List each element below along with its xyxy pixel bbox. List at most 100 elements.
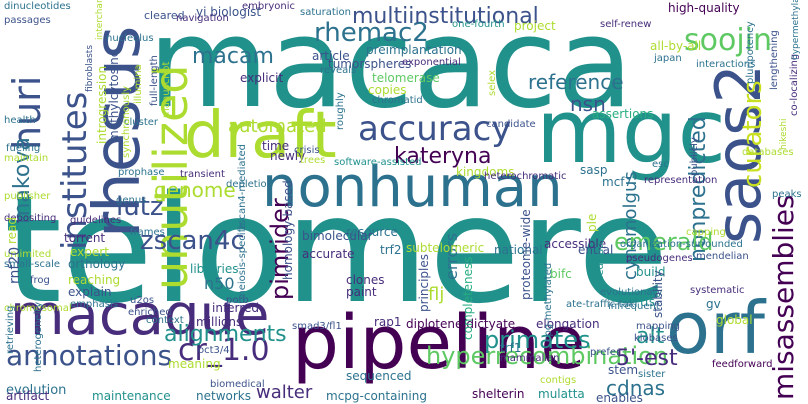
word-nucleolus: nucleolus — [106, 33, 154, 44]
word-preimplantation: preimplantation — [366, 43, 462, 57]
word-trf2: trf2 — [380, 243, 402, 257]
word-dedicated: dedicated — [595, 232, 606, 282]
word-crisis: crisis — [294, 145, 320, 156]
word-emerald: emerald — [614, 228, 714, 256]
word-telomerase: telomerase — [372, 71, 440, 85]
word-pseudogenes: pseudogenes — [626, 253, 693, 264]
word-mendelian: mendelian — [696, 251, 749, 262]
word-rap1: rap1 — [374, 315, 402, 329]
word-bimolecular: bimolecular — [302, 229, 373, 243]
word-accurate: accurate — [302, 247, 355, 261]
word-reveals: reveals — [320, 65, 357, 76]
word-paint: paint — [346, 285, 377, 299]
word-mcpg-containing: mcpg-containing — [326, 389, 427, 403]
word-annotations: annotations — [6, 339, 173, 372]
word-smad3: smad3/fl1 — [292, 321, 342, 332]
word-torrent: torrent — [64, 231, 106, 245]
word-prophase: prophase — [118, 167, 165, 178]
word-article: article — [312, 49, 350, 63]
word-global: global — [716, 313, 753, 327]
word-kingdoms: kingdoms — [456, 165, 515, 179]
word-walter: walter — [256, 382, 313, 403]
word-bifc: bifc — [550, 267, 572, 281]
word-build: build — [636, 265, 666, 279]
word-macaca: macaca — [148, 0, 634, 136]
word-infrequent: infrequent — [608, 301, 660, 312]
word-frames: frames — [130, 227, 165, 238]
word-enables: enables — [596, 391, 643, 404]
word-completeness: completeness — [461, 256, 475, 340]
word-full-length: full-length — [149, 55, 160, 106]
word-trees: trees — [300, 155, 326, 166]
word-automated: automated — [228, 116, 327, 137]
word-stability: stability — [651, 270, 665, 318]
word-hyperrecombination: hyperrecombination — [426, 342, 669, 370]
word-mulatta: mulatta — [538, 387, 585, 401]
word-sequenced: sequenced — [346, 369, 412, 383]
word-principles: principles — [417, 253, 431, 312]
word-entral: entral — [578, 243, 614, 257]
word-orthology: orthology — [68, 257, 126, 271]
word-emphasis: emphasis — [70, 299, 118, 310]
word-reaching: reaching — [68, 273, 121, 287]
word-kateryna: kateryna — [394, 144, 492, 169]
word-heterogeneity: heterogeneity — [33, 301, 44, 372]
word-org-surrounded: organization-surrounded — [620, 239, 743, 250]
word-sasp: sasp — [580, 163, 608, 177]
word-fueling: fueling — [6, 143, 41, 154]
word-context: context — [146, 315, 184, 326]
word-peaks: peaks — [772, 189, 802, 200]
word-depositing: depositing — [4, 213, 57, 224]
word-newly: newly — [270, 149, 306, 163]
word-interactions: interactions — [696, 59, 756, 70]
word-mcf7: mcf7 — [602, 175, 633, 189]
word-national: national — [494, 243, 543, 257]
word-diplotene: diplotene/dictyate — [406, 317, 516, 331]
word-ate-traffic: ate-traffic-taki — [566, 299, 638, 310]
word-exponential: exponential — [402, 57, 461, 68]
word-roughly: roughly — [335, 92, 346, 130]
word-read: read — [5, 216, 19, 244]
word-orf: orf — [666, 286, 765, 370]
word-co-localizing: co-localizing — [789, 53, 800, 116]
word-interchange: interchange — [95, 0, 105, 40]
word-pluripotency: pluripotency — [745, 21, 756, 84]
word-chromosomal: chromosomal — [4, 303, 72, 314]
word-rhemac2: rhemac2 — [314, 18, 429, 48]
word-macaque: macaque — [10, 283, 270, 348]
word-soojin: soojin — [684, 23, 773, 58]
word-stem: stem — [608, 363, 639, 377]
word-expert: expert — [70, 245, 109, 259]
word-frog: frog — [30, 275, 50, 286]
word-tumorspheres: tumorspheres — [328, 57, 412, 71]
word-publisher: publisher — [4, 191, 51, 202]
word-cpg-methylated: cpg-methylated — [543, 262, 554, 342]
word-depletion: depletion — [226, 179, 273, 190]
word-nsn: nsn — [570, 92, 606, 116]
word-japan: japan — [654, 53, 682, 64]
word-maintenance: maintenance — [92, 389, 171, 403]
word-mammalian: mammalian — [500, 353, 560, 364]
word-evolution: evolution — [6, 383, 67, 398]
word-shelterin: shelterin — [472, 387, 525, 401]
word-accuracy: accuracy — [358, 109, 512, 149]
word-enriched: enriched — [128, 307, 172, 318]
word-libraries: libraries — [190, 262, 239, 276]
word-software-assisted: software-assisted — [334, 157, 422, 168]
word-assertions: assertions — [592, 107, 654, 121]
word-n50: n50 — [204, 274, 235, 293]
word-hypermethylation: hypermethylation — [791, 0, 801, 60]
word-cr-1-0: cr_1.0 — [178, 333, 270, 368]
word-institutes: institutes — [55, 91, 95, 250]
word-inferred: inferred — [212, 301, 259, 315]
word-zscan4-mediated: zscan4-mediated — [237, 144, 248, 230]
word-errors: errors — [442, 232, 461, 280]
word-nonhuman: nonhuman — [262, 155, 563, 220]
word-networks: networks — [196, 389, 251, 403]
word-hikeshi: hikeshi — [779, 118, 789, 150]
word-all-by-all: all-by-all — [650, 39, 702, 53]
word-proteome-wide: proteome-wide — [519, 209, 533, 300]
word-millions: millions — [196, 315, 243, 329]
word-retrieving: retrieving — [5, 305, 16, 354]
